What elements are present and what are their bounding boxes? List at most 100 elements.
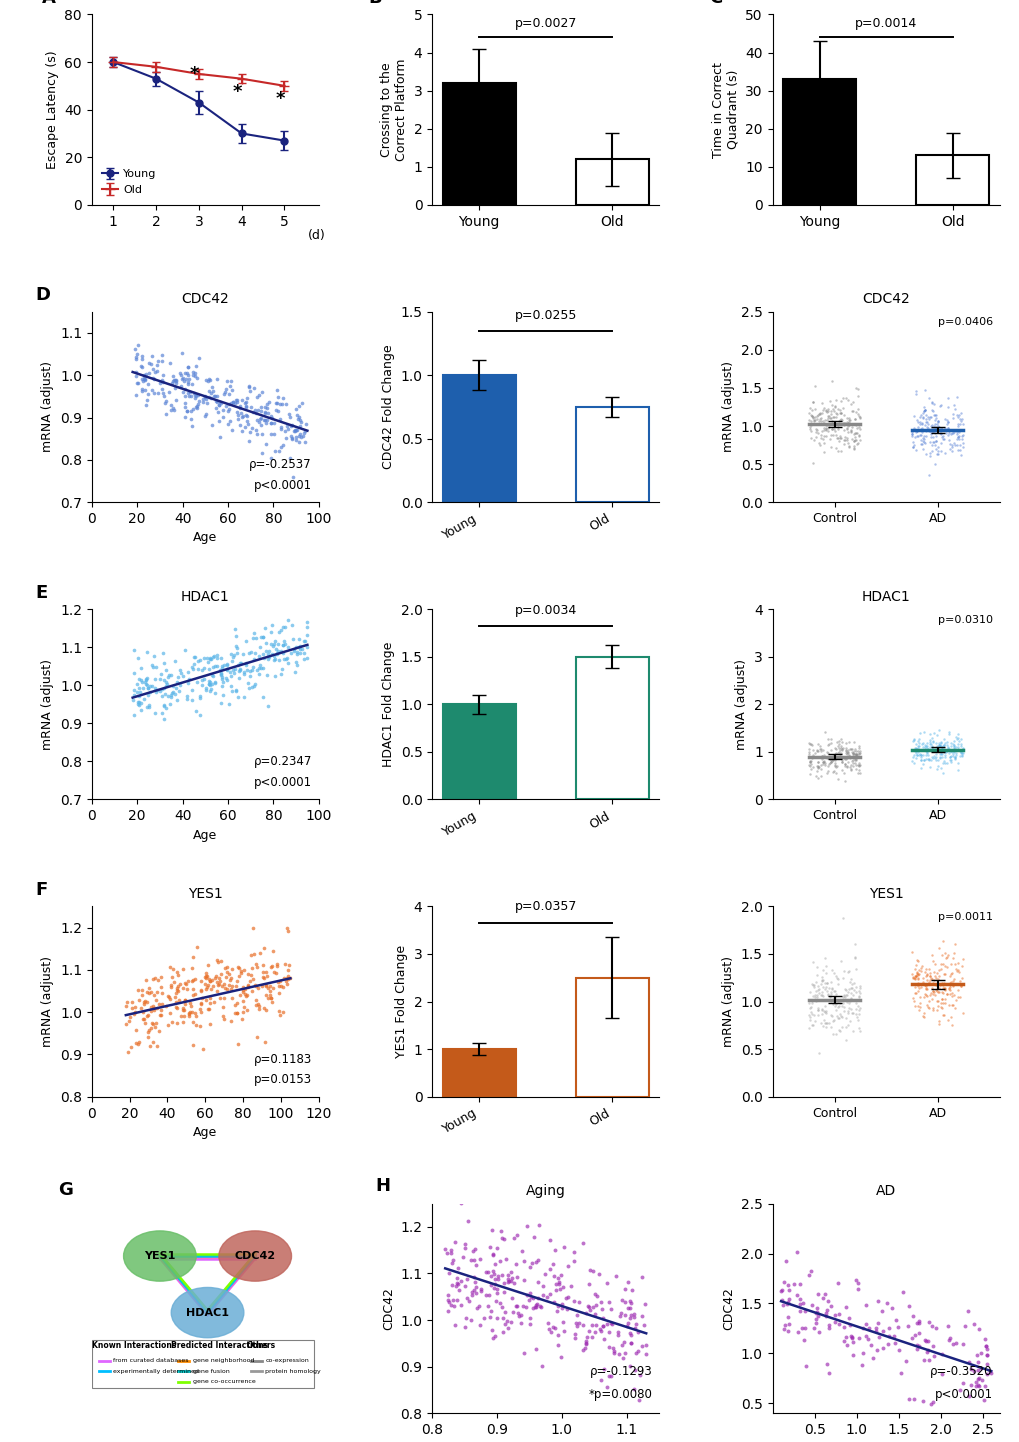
Point [194,979,210,1002]
Point [846,988,862,1011]
Point [128,1019,145,1043]
Point [118,991,135,1014]
Point [911,405,927,428]
Point [840,744,856,767]
Point [923,421,940,444]
Point [838,1332,854,1355]
Point [813,966,829,989]
Point [195,386,211,410]
Point [927,407,944,430]
Point [850,1327,866,1350]
Point [275,386,291,410]
Point [845,1019,861,1043]
Point [140,676,156,699]
Point [833,408,849,431]
Point [972,1355,988,1379]
Point [138,671,154,694]
Point [233,388,250,411]
Point [951,969,967,992]
Point [845,979,861,1002]
Point [249,423,265,446]
Point [828,730,845,753]
Point [969,1367,985,1390]
Point [257,402,273,425]
Point [600,1335,616,1358]
Point [940,411,956,434]
Text: *: * [275,91,284,108]
Point [514,1239,530,1262]
Point [796,1299,812,1322]
Point [779,1305,795,1328]
Point [167,369,183,392]
Point [947,746,963,769]
Point [917,734,933,757]
Point [860,1317,876,1340]
Point [165,675,181,698]
Point [774,1293,791,1317]
Point [825,399,842,423]
Title: YES1: YES1 [187,887,222,901]
Point [129,646,146,669]
Point [927,1317,944,1340]
Point [229,991,246,1014]
Point [926,417,943,440]
Point [917,975,933,998]
Point [802,404,818,427]
Point [133,379,150,402]
Point [450,1279,467,1302]
Point [239,672,256,695]
Point [947,747,963,770]
Point [823,976,840,999]
Point [840,1002,856,1025]
Point [258,639,274,662]
Point [842,392,858,415]
Point [947,737,963,760]
Point [260,986,276,1009]
Point [192,704,208,727]
Point [528,1293,544,1317]
Point [242,659,258,682]
Point [950,404,966,427]
Point [163,685,179,708]
Point [232,983,249,1007]
Point [934,727,951,750]
Point [150,382,166,405]
Point [240,375,257,398]
Point [908,1338,924,1361]
Point [943,440,959,463]
Point [135,1008,151,1031]
Point [808,418,824,441]
Point [620,1296,636,1319]
Point [801,418,817,441]
Point [602,1364,619,1387]
Point [940,722,956,746]
Point [913,417,929,440]
Point [218,965,234,988]
Point [206,645,222,668]
Point [925,404,942,427]
Point [918,411,934,434]
Point [919,989,935,1012]
Point [215,986,231,1009]
Point [251,998,267,1021]
Point [637,1334,653,1357]
Point [952,975,968,998]
Point [908,738,924,761]
Point [923,976,940,999]
Point [263,446,279,469]
Point [912,744,928,767]
Point [954,737,970,760]
Point [598,1312,614,1335]
Point [926,747,943,770]
Point [840,1014,856,1037]
Point [258,975,274,998]
Point [275,1001,291,1024]
Point [600,1321,616,1344]
Point [945,735,961,758]
Point [276,616,292,639]
Point [803,1002,819,1025]
Point [825,744,842,767]
Point [825,1309,842,1332]
Point [923,389,940,412]
Point [229,404,246,427]
